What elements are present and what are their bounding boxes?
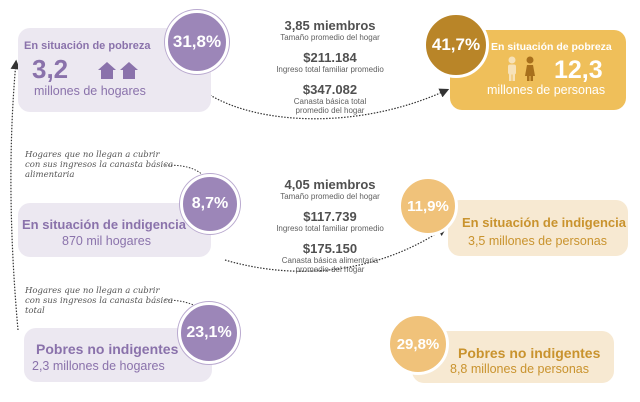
indigencia-hogares-card bbox=[18, 203, 211, 257]
pobres-hogares-unit: 2,3 millones de hogares bbox=[32, 359, 165, 373]
pobreza-personas-value: 12,3 bbox=[554, 56, 603, 84]
indigencia-personas-card bbox=[448, 200, 628, 256]
pobreza-personas-percent: 41,7% bbox=[423, 12, 489, 78]
indigencia-hogares-title: En situación de indigencia bbox=[22, 217, 186, 232]
indigencia-hogares-unit: 870 mil hogares bbox=[62, 234, 151, 248]
indigencia-note: Hogares que no llegan a cubrir con sus i… bbox=[25, 150, 174, 180]
indigencia-hogares-percent: 8,7% bbox=[180, 174, 240, 234]
stat-label: Ingreso total familiar promedio bbox=[276, 224, 384, 233]
pobreza-hogares-percent: 31,8% bbox=[165, 10, 229, 74]
stat-label: Tamaño promedio del hogar bbox=[280, 33, 380, 42]
pobreza-personas-unit: millones de personas bbox=[487, 83, 606, 97]
left-up-arrow bbox=[10, 59, 21, 331]
stat-value: $117.739 bbox=[303, 209, 357, 224]
pobres-note: Hogares que no llegan a cubrir con sus i… bbox=[25, 286, 174, 316]
pobres-personas-title: Pobres no indigentes bbox=[458, 345, 601, 361]
note-arrow-1 bbox=[164, 164, 210, 183]
stat-label: Canasta básica total promedio del hogar bbox=[293, 97, 367, 115]
stat-value: $211.184 bbox=[303, 50, 357, 65]
people-icon bbox=[505, 56, 539, 87]
stat-value: $175.150 bbox=[302, 241, 358, 256]
pobres-personas-unit: 8,8 millones de personas bbox=[450, 362, 589, 376]
stat-label: Canasta básica alimentaria promedio del … bbox=[281, 256, 379, 274]
pobreza-arrow bbox=[209, 88, 450, 120]
stat-label: Tamaño promedio del hogar bbox=[280, 192, 380, 201]
stat-value: $347.082 bbox=[302, 82, 358, 97]
stat-label: Ingreso total familiar promedio bbox=[276, 65, 384, 74]
indigencia-personas-percent: 11,9% bbox=[398, 176, 458, 236]
pobres-hogares-title: Pobres no indigentes bbox=[36, 341, 179, 357]
indigencia-arrow bbox=[224, 226, 447, 272]
pobreza-stats: 3,85 miembros Tamaño promedio del hogar … bbox=[255, 18, 405, 115]
pobreza-personas-title: En situación de pobreza bbox=[491, 41, 612, 53]
indigencia-personas-title: En situación de indigencia bbox=[462, 215, 626, 230]
pobreza-hogares-unit: millones de hogares bbox=[34, 84, 146, 98]
pobres-personas-percent: 29,8% bbox=[387, 313, 449, 375]
house-icon bbox=[97, 60, 141, 85]
note-arrow-2 bbox=[164, 299, 208, 316]
stat-value: 4,05 miembros bbox=[284, 177, 376, 192]
indigencia-personas-unit: 3,5 millones de personas bbox=[468, 234, 607, 248]
stat-value: 3,85 miembros bbox=[284, 18, 376, 33]
indigencia-stats: 4,05 miembros Tamaño promedio del hogar … bbox=[255, 177, 405, 274]
pobreza-hogares-value: 3,2 bbox=[32, 54, 69, 84]
pobreza-hogares-title: En situación de pobreza bbox=[24, 40, 151, 52]
pobres-hogares-percent: 23,1% bbox=[178, 302, 240, 364]
